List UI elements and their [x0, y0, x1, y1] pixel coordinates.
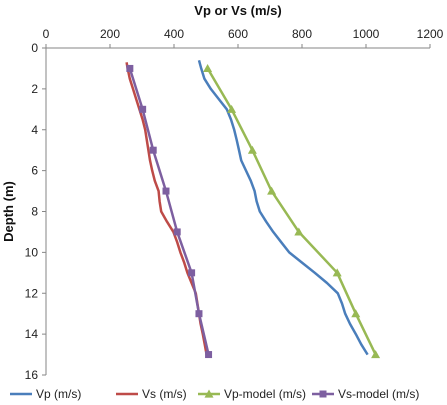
legend-marker [319, 390, 327, 398]
data-point-marker [371, 350, 381, 359]
x-tick-label: 800 [292, 27, 312, 41]
series-0 [197, 59, 369, 356]
data-point-marker [203, 63, 213, 73]
x-tick-label: 1200 [417, 27, 444, 41]
data-point-marker [173, 228, 181, 236]
legend-item: Vp (m/s) [10, 387, 81, 401]
legend: Vp (m/s) Vs (m/s) Vp-model (m/s) Vs-model (… [10, 387, 419, 401]
series-line [197, 59, 369, 356]
data-point-marker [205, 351, 213, 359]
x-tick-label: 200 [100, 27, 120, 41]
x-tick-label: 400 [164, 27, 184, 41]
series-3 [126, 64, 213, 359]
legend-item: Vs (m/s) [116, 387, 187, 401]
y-tick-label: 16 [25, 368, 39, 382]
legend-label: Vs-model (m/s) [338, 387, 419, 401]
y-tick-label: 6 [31, 164, 38, 178]
data-point-marker [149, 146, 157, 154]
y-tick-label: 10 [25, 245, 39, 259]
series-line [206, 67, 377, 356]
axes: 0 200 400 600 800 1000 1200 0 2 4 6 8 10 12 14 16 [25, 27, 444, 382]
y-tick-label: 8 [31, 205, 38, 219]
series-2 [203, 63, 381, 359]
legend-label: Vp-model (m/s) [224, 387, 306, 401]
x-tick-label: 1000 [353, 27, 380, 41]
series-1 [125, 62, 208, 355]
data-point-marker [139, 105, 147, 113]
data-point-marker [247, 145, 257, 154]
data-point-marker [195, 310, 203, 318]
legend-marker [204, 389, 214, 398]
legend-item: Vp-model (m/s) [198, 387, 306, 401]
x-tick-label: 600 [228, 27, 248, 41]
legend-label: Vs (m/s) [142, 387, 187, 401]
data-point-marker [162, 187, 170, 195]
legend-item: Vs-model (m/s) [312, 387, 419, 401]
series-line [125, 62, 208, 355]
series-line [128, 68, 210, 355]
y-tick-label: 0 [31, 41, 38, 55]
y-tick-label: 2 [31, 82, 38, 96]
x-tick-label: 0 [43, 27, 50, 41]
data-point-marker [267, 186, 277, 195]
data-point-marker [351, 309, 361, 318]
data-point-marker [332, 268, 342, 277]
data-point-marker [126, 64, 134, 72]
x-axis-title: Vp or Vs (m/s) [194, 3, 281, 18]
data-point-marker [294, 227, 304, 236]
y-tick-label: 14 [25, 327, 39, 341]
series-layer [125, 59, 381, 359]
y-tick-label: 12 [25, 286, 39, 300]
data-point-marker [227, 104, 237, 113]
y-axis-title: Depth (m) [1, 181, 16, 242]
data-point-marker [188, 269, 196, 277]
y-tick-label: 4 [31, 123, 38, 137]
legend-label: Vp (m/s) [36, 387, 81, 401]
